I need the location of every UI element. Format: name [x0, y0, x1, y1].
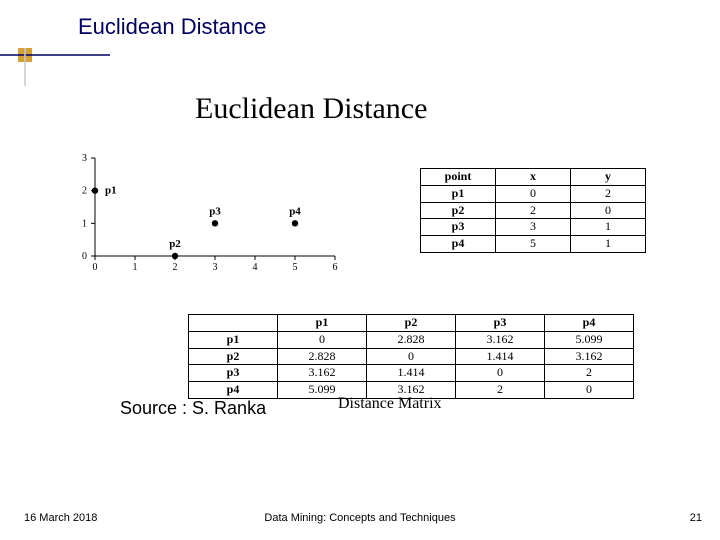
svg-text:6: 6 [333, 262, 338, 273]
svg-text:p4: p4 [289, 205, 301, 217]
svg-text:p3: p3 [209, 205, 221, 217]
svg-text:2: 2 [173, 262, 178, 273]
svg-text:5: 5 [293, 262, 298, 273]
svg-text:p1: p1 [105, 185, 117, 197]
svg-text:p2: p2 [169, 238, 181, 250]
points-table: pointxyp102p220p331p451 [420, 168, 646, 253]
svg-text:3: 3 [82, 153, 87, 164]
footer-page-number: 21 [690, 512, 702, 524]
svg-text:3: 3 [213, 262, 218, 273]
main-heading: Euclidean Distance [195, 92, 427, 126]
title-decoration [0, 48, 120, 88]
slide-title: Euclidean Distance [78, 14, 266, 40]
svg-text:0: 0 [82, 251, 87, 262]
footer-center: Data Mining: Concepts and Techniques [264, 512, 455, 524]
distance-matrix-caption: Distance Matrix [338, 395, 442, 413]
svg-text:0: 0 [93, 262, 98, 273]
svg-text:1: 1 [82, 218, 87, 229]
footer-date: 16 March 2018 [24, 512, 97, 524]
svg-text:2: 2 [82, 186, 87, 197]
distance-matrix-table: p1p2p3p4p102.8283.1625.099p22.82801.4143… [188, 314, 634, 399]
svg-text:4: 4 [253, 262, 258, 273]
scatter-chart: 0 1 2 3 4 5 6 0 1 2 3 p1 p2 p3 p4 [55, 148, 345, 278]
svg-text:1: 1 [133, 262, 138, 273]
source-citation: Source : S. Ranka [120, 398, 266, 419]
